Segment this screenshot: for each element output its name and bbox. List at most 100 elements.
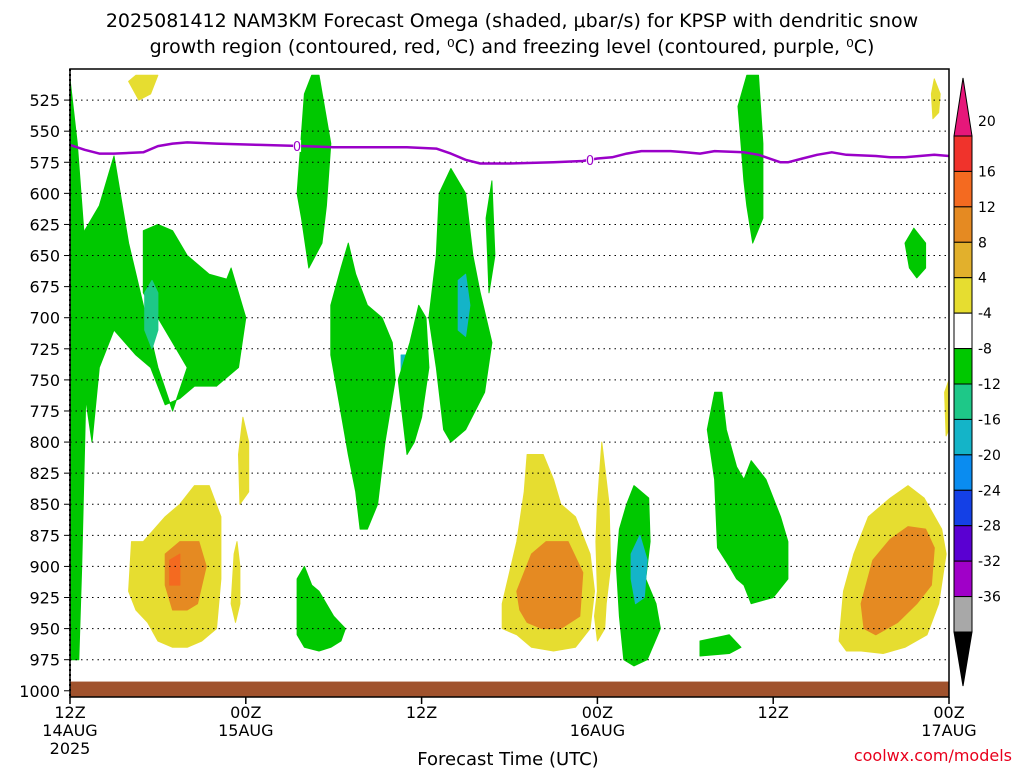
omega-region-18 — [128, 74, 159, 101]
y-tick-label-925: 925 — [29, 589, 60, 608]
chart-title: 2025081412 NAM3KM Forecast Omega (shaded… — [106, 10, 918, 58]
colorbar-bin-2 — [953, 170, 973, 208]
y-tick-label-725: 725 — [29, 340, 60, 359]
colorbar-label-2: 12 — [978, 200, 996, 216]
omega-region-13 — [630, 534, 648, 605]
omega-region-30 — [944, 379, 949, 437]
colorbar-label-9: -20 — [978, 448, 1001, 464]
omega-region-2 — [142, 223, 239, 387]
colorbar-label-12: -32 — [978, 554, 1001, 570]
colorbar-label-3: 8 — [978, 235, 987, 251]
omega-region-9 — [457, 273, 471, 337]
x-tick-sublabel-3: 16AUG — [570, 721, 625, 740]
plot-area — [70, 69, 949, 697]
x-tick-sublabel-0: 14AUG — [42, 721, 97, 740]
colorbar-label-8: -16 — [978, 412, 1001, 428]
freezing-level-label-bg-0 — [293, 139, 302, 152]
colorbar-bin-14 — [953, 596, 973, 633]
y-tick-label-750: 750 — [29, 371, 60, 390]
colorbar-bin-8 — [953, 383, 973, 420]
colorbar-bin-3 — [953, 206, 973, 243]
freezing-level-label-0: 0 — [293, 140, 301, 155]
ground-band — [70, 681, 949, 697]
omega-region-16 — [699, 634, 742, 657]
colorbar-label-10: -24 — [978, 483, 1001, 499]
x-tick-label-3: 00Z — [582, 703, 613, 722]
frame-rect — [69, 68, 950, 698]
colorbar-label-11: -28 — [978, 519, 1001, 535]
omega-region-3 — [144, 279, 159, 350]
y-tick-label-650: 650 — [29, 247, 60, 266]
title-line-2: growth region (contoured, red, ⁰C) and f… — [150, 36, 875, 58]
y-tick-label-550: 550 — [29, 122, 60, 141]
colorbar: 20 16 12 8 4 -4 -8 -12 -16 -20 -24 -28 -32 -36 — [953, 77, 1001, 687]
colorbar-bottom-triangle — [953, 631, 973, 687]
y-axis: 525 550 575 600 625 650 675 700 725 750 775 800 825 8… — [19, 91, 70, 701]
y-tick-label-625: 625 — [29, 215, 60, 234]
y-tick-label-850: 850 — [29, 495, 60, 514]
y-tick-label-775: 775 — [29, 402, 60, 421]
omega-region-22 — [238, 416, 250, 505]
colorbar-label-6: -8 — [978, 342, 992, 358]
y-tick-label-950: 950 — [29, 620, 60, 639]
colorbar-bin-5 — [953, 277, 973, 314]
colorbar-bin-10 — [953, 454, 973, 491]
y-tick-label-875: 875 — [29, 526, 60, 545]
colorbar-bin-6 — [953, 312, 973, 350]
freezing-level-label-1: 0 — [586, 154, 594, 169]
colorbar-bin-4 — [953, 241, 973, 279]
x-tick-label-5: 00Z — [933, 703, 964, 722]
omega-region-25 — [516, 541, 584, 630]
colorbar-bin-7 — [953, 348, 973, 385]
omega-region-21 — [169, 553, 181, 586]
freezing-level-layer: 00 — [70, 139, 949, 169]
y-tick-label-800: 800 — [29, 433, 60, 452]
omega-region-17 — [904, 227, 927, 279]
omega-region-28 — [860, 526, 935, 636]
colorbar-label-7: -12 — [978, 377, 1001, 393]
y-tick-label-900: 900 — [29, 557, 60, 576]
x-tick-sublabel-5: 17AUG — [921, 721, 976, 740]
y-tick-label-975: 975 — [29, 651, 60, 670]
omega-region-0 — [70, 78, 89, 661]
colorbar-label-1: 16 — [978, 164, 996, 180]
y-tick-label-575: 575 — [29, 153, 60, 172]
omega-region-5 — [330, 242, 396, 530]
omega-region-23 — [230, 541, 241, 623]
omega-region-29 — [930, 78, 941, 120]
colorbar-label-0: 20 — [978, 114, 996, 130]
omega-region-7 — [397, 304, 430, 455]
x-tick-year-0: 2025 — [50, 739, 91, 758]
x-axis-title: Forecast Time (UTC) — [417, 749, 598, 768]
freezing-level-label-bg-1 — [586, 153, 595, 166]
title-line-1: 2025081412 NAM3KM Forecast Omega (shaded… — [106, 10, 918, 32]
plot-frame — [69, 68, 950, 698]
omega-region-11 — [296, 565, 346, 652]
colorbar-bin-1 — [953, 135, 973, 172]
y-tick-label-825: 825 — [29, 464, 60, 483]
y-tick-label-525: 525 — [29, 91, 60, 110]
colorbar-top-triangle — [953, 77, 973, 137]
x-tick-label-2: 12Z — [406, 703, 437, 722]
x-tick-label-0: 12Z — [54, 703, 85, 722]
omega-region-4 — [296, 74, 332, 269]
y-tick-label-700: 700 — [29, 309, 60, 328]
omega-region-14 — [706, 391, 789, 605]
colorbar-bin-11 — [953, 489, 973, 527]
x-tick-label-1: 00Z — [230, 703, 261, 722]
freezing-level-line — [70, 141, 949, 165]
x-tick-label-4: 12Z — [758, 703, 789, 722]
colorbar-bin-9 — [953, 418, 973, 456]
x-tick-sublabel-1: 15AUG — [218, 721, 273, 740]
y-tick-label-1000: 1000 — [19, 682, 60, 701]
colorbar-bin-12 — [953, 525, 973, 562]
colorbar-label-4: 4 — [978, 271, 987, 287]
colorbar-label-13: -36 — [978, 590, 1001, 606]
y-tick-label-600: 600 — [29, 184, 60, 203]
colorbar-bin-13 — [953, 560, 973, 598]
credit-text: coolwx.com/models — [854, 746, 1012, 765]
gridlines — [70, 99, 949, 692]
colorbar-label-5: -4 — [978, 306, 992, 322]
